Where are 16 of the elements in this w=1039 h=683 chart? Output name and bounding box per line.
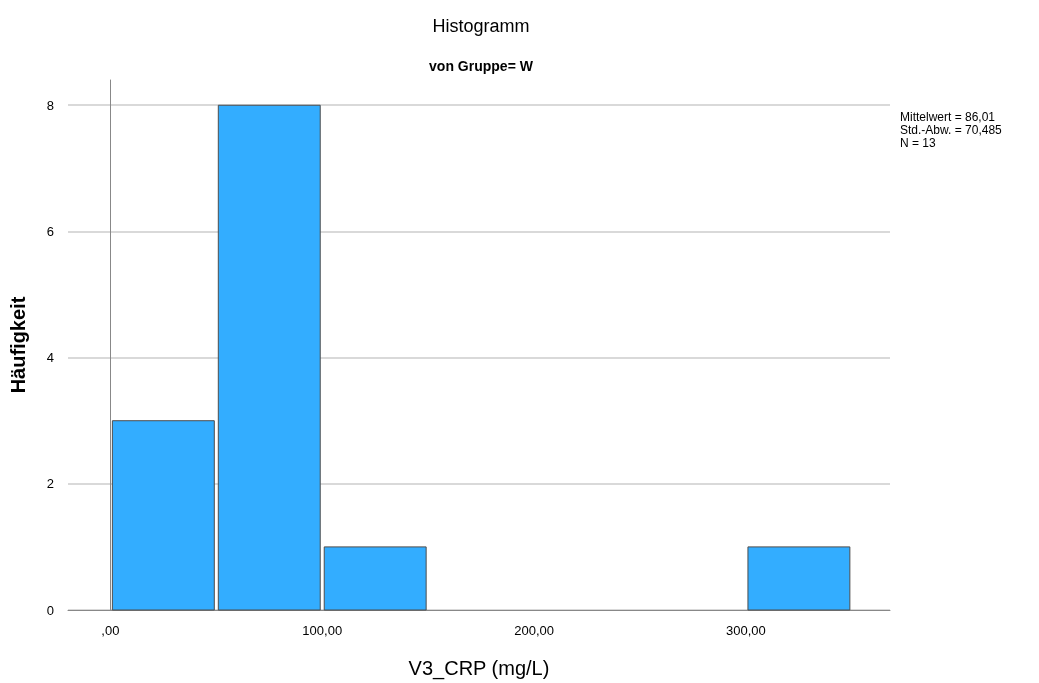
x-tick-label: 100,00 — [302, 623, 343, 638]
y-tick-label: 2 — [46, 476, 54, 492]
y-tick-label: 8 — [46, 97, 54, 113]
text: Std.-Abw. = 70,485 — [900, 122, 1003, 137]
text: N = 13 — [900, 135, 937, 150]
y-tick-label: 4 — [46, 350, 54, 366]
x-tick-label: 300,00 — [726, 623, 766, 638]
y-tick-label: 0 — [46, 602, 54, 618]
x-tick-label: ,00 — [101, 623, 120, 638]
chart-subtitle: von Gruppe= W — [429, 58, 534, 74]
x-tick-label: 200,00 — [514, 623, 554, 638]
chart-title: Histogramm — [432, 16, 530, 36]
y-axis-title: Häufigkeit — [7, 296, 29, 394]
text: Mittelwert = 86,01 — [900, 109, 996, 124]
y-tick-label: 6 — [46, 223, 54, 239]
x-axis-title: V3_CRP (mg/L) — [408, 657, 550, 680]
